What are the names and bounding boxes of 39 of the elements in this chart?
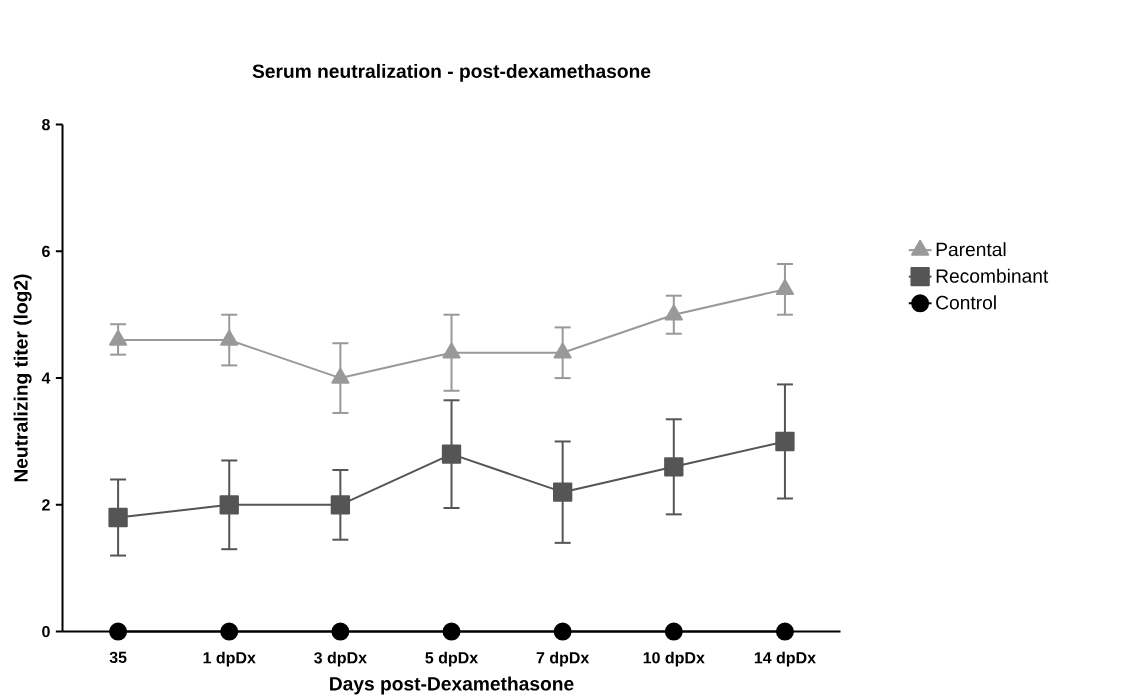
point: [553, 342, 572, 359]
chart-title: Serum neutralization - post-dexamethasone: [252, 64, 651, 82]
point: [664, 304, 683, 321]
point: [441, 444, 462, 464]
x-axis-title: Days post-Dexamethasone: [330, 676, 574, 695]
x-tick-label: 35: [109, 651, 127, 664]
legend-label: Parental: [936, 242, 1006, 257]
point: [108, 507, 128, 528]
point: [442, 342, 461, 359]
legend-label: Recombinant: [936, 268, 1049, 283]
x-tick-label: 10 dpDx: [643, 651, 705, 667]
point: [664, 457, 684, 477]
y-axis-title: Neutralizing titer (log2): [13, 274, 32, 482]
point: [552, 482, 573, 502]
y-tick-label: 0: [42, 626, 50, 638]
point: [109, 622, 128, 641]
point: [219, 495, 239, 515]
y-tick-label: 2: [42, 499, 50, 511]
y-tick-label: 6: [42, 245, 50, 258]
point: [775, 622, 794, 641]
x-tick-label: 7 dpDx: [536, 651, 590, 667]
y-tick-label: 4: [41, 372, 51, 384]
point: [553, 622, 572, 641]
x-tick-label: 3 dpDx: [314, 651, 367, 667]
point: [775, 431, 795, 452]
x-tick-label: 14 dpDx: [754, 651, 816, 667]
point: [220, 622, 239, 641]
point: [330, 495, 351, 515]
point: [220, 329, 239, 346]
point: [664, 622, 683, 641]
point: [331, 622, 350, 641]
point: [775, 279, 795, 296]
y-tick-label: 8: [42, 119, 50, 131]
point: [442, 622, 461, 641]
point: [109, 329, 128, 346]
legend-label: Control: [936, 295, 996, 310]
point: [331, 367, 350, 384]
x-tick-label: 1 dpDx: [203, 651, 256, 667]
x-tick-label: 5 dpDx: [425, 651, 479, 667]
